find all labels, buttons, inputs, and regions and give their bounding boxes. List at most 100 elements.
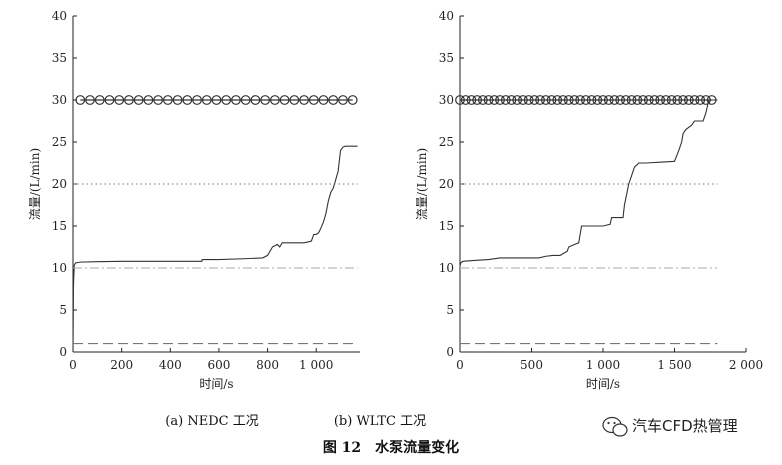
watermark-text: 汽车CFD热管理 [632, 417, 738, 435]
series-point [211, 95, 222, 105]
y-tick-label: 20 [439, 177, 454, 191]
x-tick-label: 400 [159, 358, 182, 372]
series-point [649, 95, 660, 105]
series-point [472, 95, 483, 105]
y-tick-label: 20 [52, 177, 67, 191]
series-point [586, 95, 597, 105]
series-point [683, 95, 694, 105]
series-point [172, 95, 183, 105]
series-point [182, 95, 193, 105]
series-point [558, 95, 568, 105]
series-point [575, 95, 586, 105]
series-point [153, 95, 164, 105]
y-axis-label: 流量/(L/min) [28, 148, 42, 220]
series-point [569, 95, 580, 105]
series-point [260, 95, 271, 105]
y-tick-label: 35 [439, 51, 454, 65]
x-tick-label: 1 000 [586, 358, 620, 372]
chart-panel-b: 0 5 10 15 20 25 30 35 40 0 500 1 000 1 500 2 000 时间/s 流… [334, 9, 763, 429]
series-point [201, 95, 212, 105]
series-point [347, 95, 358, 105]
series-point [75, 95, 86, 105]
x-tick-label: 800 [256, 358, 279, 372]
y-tick-label: 5 [446, 303, 454, 317]
series-point [529, 95, 540, 105]
series-point [240, 95, 251, 105]
x-tick-label: 1 000 [299, 358, 333, 372]
series-point [279, 95, 290, 105]
series-point [495, 95, 505, 105]
series-point [460, 95, 471, 105]
panel-caption: (a) NEDC 工况 [165, 414, 258, 429]
y-tick-label: 5 [59, 303, 67, 317]
series-point [483, 95, 494, 105]
series-point [477, 95, 488, 105]
series-point [706, 95, 717, 105]
series-point [552, 95, 563, 105]
series-point [512, 95, 523, 105]
x-tick-label: 2 000 [729, 358, 763, 372]
series-point [506, 95, 517, 105]
y-tick-label: 0 [446, 345, 454, 359]
y-tick-label: 30 [52, 93, 67, 107]
series-point [192, 95, 202, 105]
series-point [250, 95, 261, 105]
series-point [666, 95, 677, 105]
y-tick-label: 40 [52, 9, 67, 23]
y-tick-label: 30 [439, 93, 454, 107]
series-point [689, 95, 700, 105]
y-tick-label: 25 [52, 135, 67, 149]
x-tick-label: 0 [69, 358, 77, 372]
series-line-solid [72, 145, 358, 353]
series-point [143, 95, 154, 105]
x-tick-label: 200 [110, 358, 133, 372]
series-point [299, 95, 309, 105]
series-point [655, 95, 666, 105]
series-point [626, 95, 637, 105]
series-point [133, 95, 144, 105]
series-point [455, 95, 465, 105]
series-point [94, 95, 105, 105]
series-point [124, 95, 134, 105]
series-point [269, 95, 280, 105]
x-axis-label: 时间/s [586, 377, 620, 391]
series-point [162, 95, 173, 105]
series-point [221, 95, 232, 105]
x-tick-label: 500 [520, 358, 543, 372]
series-point [615, 95, 626, 105]
x-axis-label: 时间/s [199, 377, 233, 391]
figure-title: 图 12 水泵流量变化 [323, 439, 459, 456]
series-point [231, 95, 241, 105]
y-tick-label: 25 [439, 135, 454, 149]
series-point [318, 95, 329, 105]
x-tick-label: 1 500 [657, 358, 691, 372]
y-tick-label: 0 [59, 345, 67, 359]
series-point [678, 95, 688, 105]
series-point [580, 95, 591, 105]
series-point [500, 95, 511, 105]
series-point [672, 95, 683, 105]
series-point [598, 95, 608, 105]
watermark: 汽车CFD热管理 [602, 416, 738, 437]
series-point [632, 95, 643, 105]
y-tick-label: 40 [439, 9, 454, 23]
series-point [695, 95, 706, 105]
series-point [338, 95, 348, 105]
series-point [523, 95, 534, 105]
series-point [603, 95, 614, 105]
series-point [609, 95, 620, 105]
series-point [85, 95, 95, 105]
panel-caption: (b) WLTC 工况 [334, 414, 426, 429]
series-point [308, 95, 319, 105]
y-tick-label: 35 [52, 51, 67, 65]
series-point [104, 95, 115, 105]
series-point [535, 95, 545, 105]
series-point [638, 95, 648, 105]
series-point [620, 95, 631, 105]
series-point [518, 95, 528, 105]
series-point [466, 95, 477, 105]
series-point [114, 95, 125, 105]
y-tick-label: 15 [52, 219, 67, 233]
